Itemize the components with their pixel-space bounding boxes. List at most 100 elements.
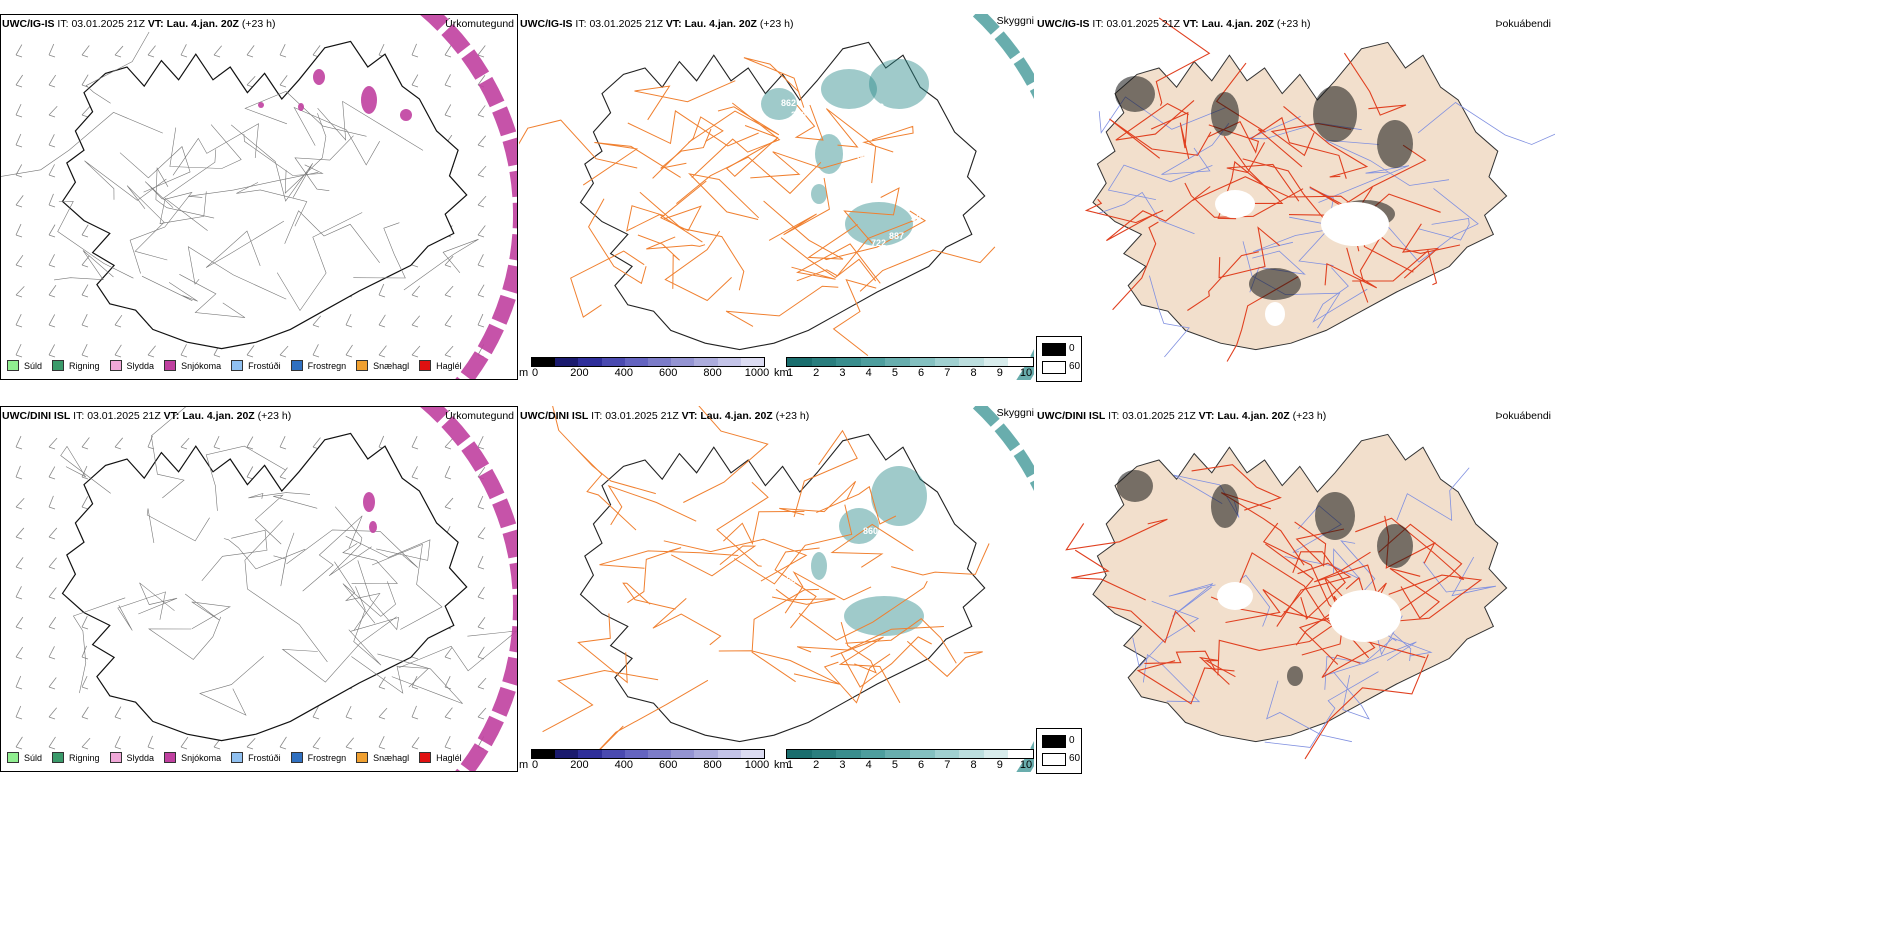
fog-map-1: [1084, 17, 1555, 362]
panel-title: Úrkomutegund: [445, 18, 514, 30]
cloud-base-label: 887: [889, 231, 904, 241]
colorbar-tick: 1: [786, 759, 794, 771]
precip-legend-2: Súld Rigning Slydda Snjókoma Frostúði Frostre…: [7, 752, 462, 763]
panel-title: Þokuábendi: [1495, 410, 1551, 422]
legend-swatch: [52, 360, 65, 371]
legend-swatch: [164, 360, 177, 371]
fog-panel-1: [1035, 14, 1555, 380]
legend-swatch: [52, 752, 65, 763]
cloud-base-colorbar-1: m 0 200 400 600 800 1000: [519, 357, 769, 381]
legend-label: Haglél: [436, 360, 462, 371]
precip-type-panel-2: Súld Rigning Slydda Snjókoma Frostúði Frostre…: [0, 406, 518, 772]
run-header-5: UWC/DINI ISL IT: 03.01.2025 21Z VT: Lau.…: [520, 410, 810, 422]
run-header-2: UWC/IG-IS IT: 03.01.2025 21Z VT: Lau. 4.…: [520, 18, 794, 30]
legend-item: Slydda: [109, 360, 155, 371]
legend-swatch: [356, 360, 369, 371]
visibility-panel-2: 860 368: [519, 406, 1034, 772]
colorbar-tick: 8: [970, 759, 977, 771]
colorbar-tick: 1000: [744, 367, 770, 379]
fog-legend-1: 0 60: [1036, 336, 1082, 382]
visibility-colorbar-1: km 1 2 3 4 5 6 7 8 9 10: [774, 357, 1036, 381]
colorbar-tick: 2: [813, 367, 820, 379]
legend-swatch: [109, 360, 122, 371]
fog-legend-2: 0 60: [1036, 728, 1082, 774]
model-name: UWC/IG-IS: [2, 18, 55, 30]
colorbar-tick: 200: [570, 759, 589, 771]
cloud-base-label: 32: [874, 102, 884, 112]
legend-label: Snjókoma: [181, 360, 222, 371]
legend-swatch: [231, 360, 244, 371]
legend-item: Súld: [7, 752, 42, 763]
legend-swatch: [231, 752, 244, 763]
legend-item: Snjókoma: [164, 752, 221, 763]
fog-legend-swatch-white: [1042, 753, 1066, 766]
legend-swatch: [419, 360, 432, 371]
colorbar-tick: 200: [570, 367, 589, 379]
colorbar-tick: 400: [614, 759, 633, 771]
colorbar-tick: 1000: [744, 759, 770, 771]
colorbar-tick: 8: [970, 367, 977, 379]
legend-swatch: [109, 752, 122, 763]
colorbar-strip: [531, 357, 765, 367]
legend-item: Snæhagl: [356, 752, 409, 763]
colorbar-tick: 6: [918, 367, 925, 379]
legend-item: Súld: [7, 360, 42, 371]
colorbar-tick: 3: [839, 759, 846, 771]
legend-item: Frostúði: [231, 360, 281, 371]
cloud-base-label: 30: [911, 213, 921, 223]
panel-title: Úrkomutegund: [445, 410, 514, 422]
cloud-base-label: 860: [863, 526, 878, 536]
colorbar-strip: [786, 357, 1034, 367]
cloud-base-label: 862: [781, 98, 796, 108]
legend-item: Haglél: [419, 752, 462, 763]
panel-title: Þokuábendi: [1495, 18, 1551, 30]
colorbar-tick: 10: [1019, 367, 1033, 379]
cloud-base-label: 58: [931, 146, 941, 156]
colorbar-tick: 600: [659, 759, 678, 771]
cloud-base-label: 54: [857, 151, 867, 161]
legend-swatch: [356, 752, 369, 763]
legend-swatch: [290, 752, 303, 763]
colorbar-tick: 400: [614, 367, 633, 379]
legend-label: Snæhagl: [373, 360, 410, 371]
colorbar-tick: 4: [865, 367, 872, 379]
colorbar-tick: 600: [659, 367, 678, 379]
legend-label: Snæhagl: [373, 752, 410, 763]
colorbar-tick: 2: [813, 759, 820, 771]
legend-label: Frostregn: [307, 752, 347, 763]
legend-swatch: [419, 752, 432, 763]
cloud-base-label: 330: [791, 110, 806, 120]
visibility-colorbar-2: km 1 2 3 4 5 6 7 8 9 10: [774, 749, 1036, 773]
legend-item: Slydda: [109, 752, 154, 763]
run-header-4: UWC/DINI ISL IT: 03.01.2025 21Z VT: Lau.…: [2, 410, 292, 422]
legend-item: Frostregn: [290, 360, 346, 371]
legend-label: Rigning: [69, 360, 100, 371]
legend-item: Rigning: [52, 360, 100, 371]
legend-item: Frostúði: [231, 752, 281, 763]
run-header-6: UWC/DINI ISL IT: 03.01.2025 21Z VT: Lau.…: [1037, 410, 1327, 422]
colorbar-tick: 3: [839, 367, 846, 379]
fog-legend-swatch-black: [1042, 343, 1066, 356]
legend-swatch: [7, 752, 19, 763]
panel-title: Skyggni: [996, 407, 1034, 419]
colorbar-tick: 10: [1019, 759, 1033, 771]
cloud-base-label: 722: [871, 238, 886, 248]
colorbar-strip: [531, 749, 765, 759]
legend-item: Snæhagl: [356, 360, 409, 371]
colorbar-tick: 5: [891, 759, 898, 771]
legend-label: Haglél: [436, 752, 462, 763]
legend-item: Haglél: [419, 360, 462, 371]
legend-item: Frostregn: [290, 752, 347, 763]
fog-map-2: [1065, 433, 1508, 760]
precip-type-map-2: [15, 407, 517, 771]
legend-label: Slydda: [126, 360, 155, 371]
legend-label: Frostúði: [248, 752, 281, 763]
run-header-1: UWC/IG-IS IT: 03.01.2025 21Z VT: Lau. 4.…: [2, 18, 276, 30]
run-header-3: UWC/IG-IS IT: 03.01.2025 21Z VT: Lau. 4.…: [1037, 18, 1311, 30]
colorbar-tick: 1: [786, 367, 794, 379]
legend-swatch: [7, 360, 19, 371]
legend-label: Frostúði: [248, 360, 281, 371]
legend-label: Súld: [24, 360, 43, 371]
legend-item: Rigning: [52, 752, 100, 763]
